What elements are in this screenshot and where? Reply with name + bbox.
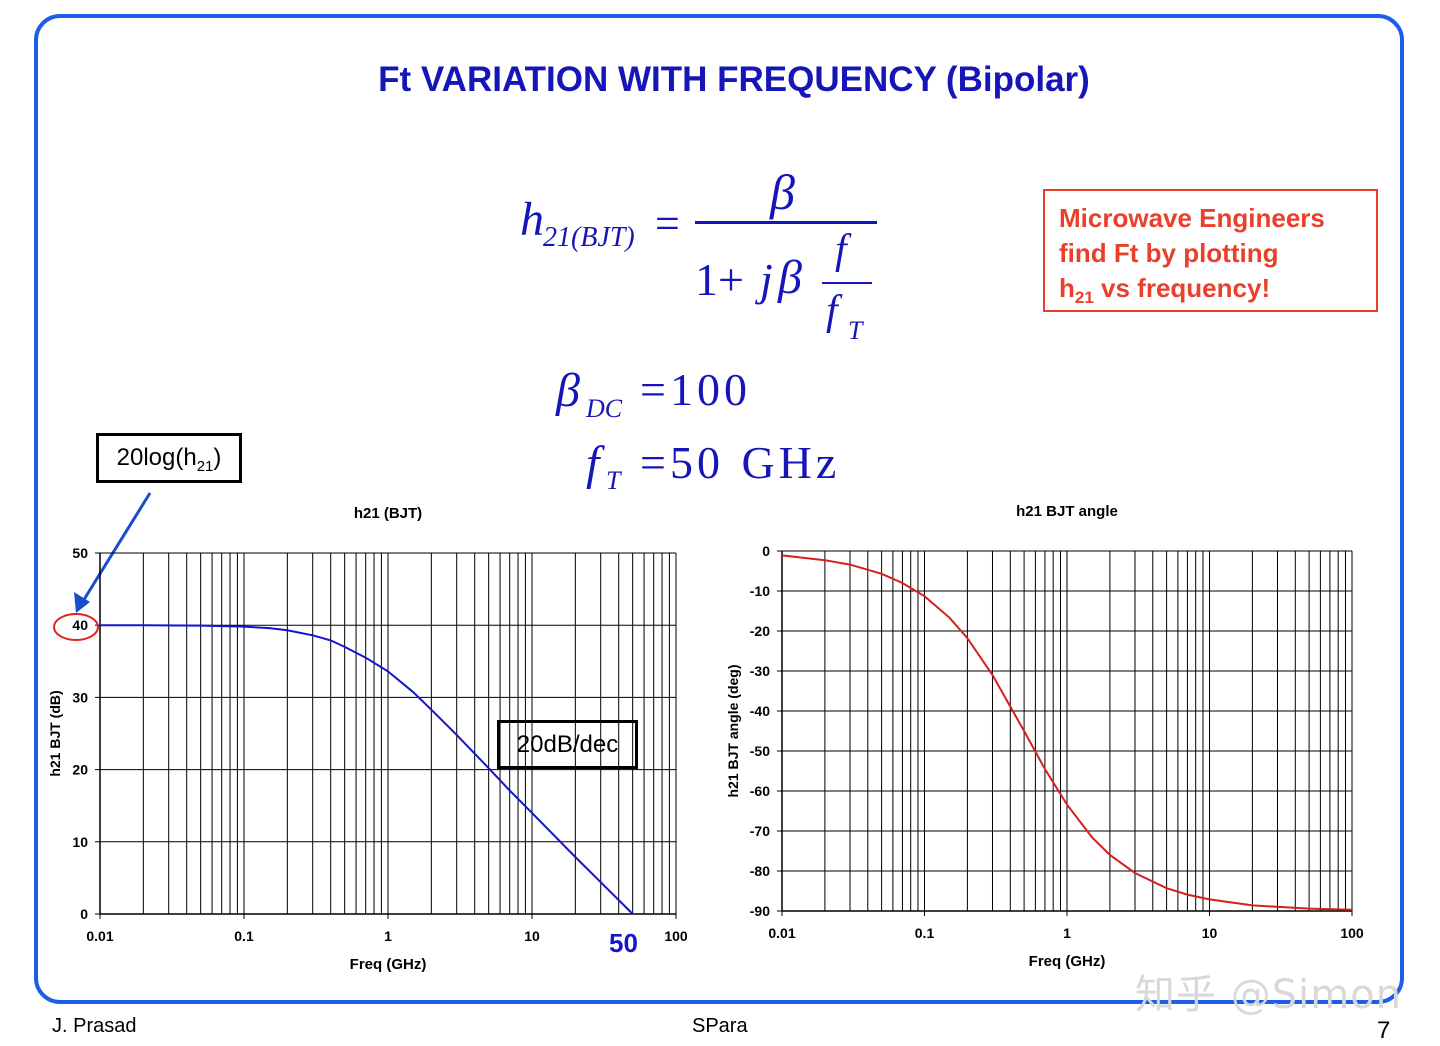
y-tick-label: 20 [72, 762, 88, 778]
y-tick-label: 10 [72, 834, 88, 850]
y-tick-label: -80 [750, 863, 770, 879]
eq-fraction-bar [695, 221, 877, 224]
callout-20log: 20log(h21) [96, 433, 242, 483]
y-tick-label: -60 [750, 783, 770, 799]
eq-h-symbol: h [520, 193, 544, 246]
eq-beta-dc: β [556, 364, 580, 417]
eq-equals: = [655, 199, 680, 248]
x-tick-label: 100 [664, 928, 688, 944]
note-h-sub: 21 [1074, 288, 1094, 308]
y-axis-label: h21 BJT (dB) [47, 690, 63, 776]
x-tick-label: 10 [524, 928, 540, 944]
highlight-40-circle [53, 613, 99, 641]
chart-title: h21 BJT angle [1016, 503, 1118, 520]
x-tick-label: 0.1 [915, 925, 935, 941]
note-h: h [1059, 273, 1075, 303]
series-line [100, 624, 634, 915]
note-line-1: Microwave Engineers [1059, 203, 1325, 233]
x-tick-label: 1 [384, 928, 392, 944]
y-tick-label: 0 [80, 906, 88, 922]
slide-title: Ft VARIATION WITH FREQUENCY (Bipolar) [378, 60, 1090, 99]
eq-beta-dc-value: =100 [640, 364, 751, 415]
y-tick-label: 30 [72, 689, 88, 705]
x-axis-label: Freq (GHz) [1029, 953, 1106, 970]
y-axis-label: h21 BJT angle (deg) [725, 664, 741, 797]
callout-20log-text: 20log(h [116, 444, 197, 471]
slide-frame [34, 14, 1404, 1004]
y-tick-label: 50 [72, 545, 88, 561]
chart-magnitude: 0 10 20 30 40 50 0.01 0.1 1 10 100 h21 (BJT) Freq (G… [47, 505, 688, 973]
callout-arrow-line [78, 492, 152, 607]
eq-denom-one: 1+ [695, 254, 744, 305]
x-tick-label: 100 [1340, 925, 1364, 941]
ft-marker-label: 50 [609, 928, 638, 958]
eq-frac-den-sub: T [848, 316, 863, 345]
x-tick-label: 0.1 [234, 928, 254, 944]
footer-section: SPara [692, 1015, 748, 1037]
eq-numerator-beta: β [770, 164, 795, 220]
eq-frac-den-f: f [826, 288, 838, 334]
watermark-text: 知乎 @Simon [1135, 972, 1403, 1018]
x-tick-label: 0.01 [768, 925, 795, 941]
eq-beta-dc-sub: DC [586, 394, 623, 423]
callout-20log-close: ) [213, 444, 222, 471]
y-tick-label: -10 [750, 583, 770, 599]
x-tick-label: 0.01 [86, 928, 113, 944]
callout-slope: 20dB/dec [497, 720, 638, 769]
y-tick-label: -40 [750, 703, 770, 719]
callout-arrow-head [74, 592, 90, 613]
eq-ft-value: =50 GHz [640, 437, 841, 488]
y-tick-label: 40 [72, 617, 88, 633]
footer-author: J. Prasad [52, 1015, 137, 1037]
eq-ft: f [586, 437, 600, 490]
chart-angle: 0 -10 -20 -30 -40 -50 -60 -70 -80 -90 0.01 0.1 1 10 10… [725, 503, 1364, 970]
eq-small-fraction-bar [822, 282, 872, 284]
series-line [781, 554, 1353, 911]
y-tick-label: -20 [750, 623, 770, 639]
eq-h-subscript: 21(BJT) [543, 222, 635, 253]
eq-ft-sub: T [606, 466, 621, 495]
eq-denom-j: j [760, 254, 773, 305]
note-line-3: h21 vs frequency! [1059, 271, 1362, 315]
y-tick-label: -90 [750, 903, 770, 919]
callout-20log-sub: 21 [196, 457, 214, 475]
note-line-2: find Ft by plotting [1059, 238, 1279, 268]
y-tick-label: -30 [750, 663, 770, 679]
x-tick-label: 10 [1202, 925, 1218, 941]
chart-title: h21 (BJT) [354, 505, 422, 522]
x-tick-label: 1 [1063, 925, 1071, 941]
note-rest: vs frequency! [1093, 273, 1271, 303]
page-number: 7 [1377, 1017, 1391, 1044]
eq-denom-beta: β [778, 251, 802, 304]
note-box: Microwave Engineers find Ft by plotting … [1043, 189, 1378, 312]
eq-frac-num-f: f [835, 227, 847, 273]
y-tick-label: 0 [762, 543, 770, 559]
y-tick-label: -70 [750, 823, 770, 839]
x-axis-label: Freq (GHz) [350, 956, 427, 973]
y-tick-label: -50 [750, 743, 770, 759]
